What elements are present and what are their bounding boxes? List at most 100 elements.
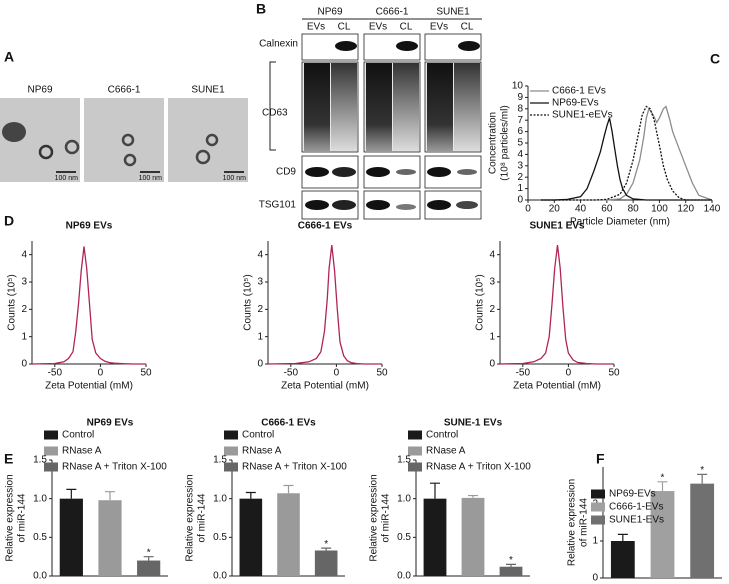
band [427, 200, 451, 210]
y-tick-label: 1 [592, 536, 598, 547]
y-axis-label: of miR-144 [579, 498, 590, 547]
axis [499, 241, 614, 365]
legend-swatch [591, 489, 605, 499]
y-axis-label: Counts (10⁵) [7, 274, 18, 330]
legend-swatch [408, 462, 422, 472]
lane-label: CL [461, 22, 474, 33]
row-label: TSG101 [259, 200, 297, 211]
legend-swatch [591, 515, 605, 525]
x-tick-label: 0 [566, 368, 572, 379]
y-axis-label: Relative expression [369, 474, 380, 561]
y-tick-label: 0 [489, 359, 495, 370]
vesicle [64, 139, 80, 155]
y-tick-label: 3 [517, 160, 523, 171]
error-bar [617, 533, 628, 541]
y-axis-label: (10⁸ particles/ml) [500, 105, 511, 180]
error-bar [468, 494, 478, 498]
x-tick-label: -50 [516, 368, 531, 379]
significance: * [661, 472, 665, 483]
panel-letter: A [4, 49, 14, 65]
bar [610, 541, 635, 578]
y-tick-label: 4 [517, 149, 523, 160]
x-tick-label: -50 [48, 368, 63, 379]
column-label: C666-1 [376, 7, 409, 18]
legend-swatch [44, 446, 58, 456]
bar [690, 483, 715, 578]
y-axis-label: of miR-144 [17, 493, 28, 542]
x-tick-label: 140 [704, 204, 721, 215]
image-label: SUNE1 [191, 85, 225, 96]
panel-letter: E [4, 451, 13, 467]
band [458, 41, 480, 51]
y-tick-label: 0 [517, 195, 523, 206]
y-tick-label: 7 [517, 115, 523, 126]
line [541, 105, 712, 201]
legend-label: SUNE1-eEVs [552, 110, 613, 121]
y-tick-label: 1.5 [397, 455, 411, 466]
panel-b: NP69 C666-1 SUNE1 EVs CL EVs CL EVs CL C… [259, 7, 482, 220]
y-tick-label: 3 [21, 277, 27, 288]
error-bar [283, 484, 294, 494]
x-tick-label: -50 [284, 368, 299, 379]
band [366, 200, 390, 210]
line [499, 245, 614, 365]
bar [423, 498, 447, 576]
error-bar [143, 556, 154, 561]
row-label: CD63 [262, 108, 288, 119]
y-tick-label: 4 [489, 249, 495, 260]
error-bar [321, 547, 332, 551]
image-label: NP69 [27, 85, 52, 96]
band [454, 63, 480, 151]
y-tick-label: 1.0 [33, 493, 47, 504]
bar [277, 493, 300, 576]
y-tick-label: 0.0 [33, 571, 47, 582]
bar [98, 500, 122, 576]
legend-label: C666-1-EVs [609, 502, 663, 513]
legend-label: NP69-EVs [609, 489, 656, 500]
x-tick-label: 50 [608, 368, 620, 379]
x-tick-label: 0 [98, 368, 104, 379]
line [541, 117, 712, 201]
chart-title: C666-1 EVs [298, 221, 353, 232]
legend-swatch [224, 430, 238, 440]
y-tick-label: 0.5 [33, 532, 47, 543]
row-label: CD9 [276, 167, 296, 178]
vesicle [205, 133, 219, 147]
y-tick-label: 1 [517, 183, 523, 194]
x-tick-label: 0 [525, 204, 531, 215]
y-tick-label: 1.5 [33, 455, 47, 466]
y-axis-label: Relative expression [567, 479, 578, 566]
y-axis-label: of miR-144 [197, 493, 208, 542]
bar [314, 550, 338, 576]
y-axis-label: of miR-144 [381, 493, 392, 542]
y-tick-label: 8 [517, 103, 523, 114]
x-tick-label: 50 [376, 368, 388, 379]
x-tick-label: 50 [140, 368, 152, 379]
scale-label: 100 nm [223, 175, 247, 182]
error-bar [430, 482, 440, 499]
bar [137, 560, 161, 576]
y-tick-label: 3 [489, 277, 495, 288]
error-bar [697, 473, 708, 484]
x-tick-label: 80 [628, 204, 640, 215]
chart-title: C666-1 EVs [261, 418, 316, 429]
x-axis-label: Zeta Potential (mM) [281, 381, 369, 392]
x-tick-label: 120 [677, 204, 694, 215]
error-bar [105, 491, 115, 501]
significance: * [509, 555, 513, 566]
band [457, 169, 477, 175]
x-tick-label: 20 [549, 204, 561, 215]
vesicle [121, 133, 135, 147]
y-tick-label: 0 [21, 359, 27, 370]
y-axis-label: Relative expression [5, 474, 16, 561]
column-label: NP69 [317, 7, 342, 18]
y-tick-label: 1.0 [397, 493, 411, 504]
y-tick-label: 9 [517, 92, 523, 103]
significance: * [324, 539, 328, 550]
legend-label: Control [242, 430, 274, 441]
band [456, 201, 478, 209]
y-tick-label: 4 [257, 249, 263, 260]
legend-swatch [408, 430, 422, 440]
legend-label: RNase A + Triton X-100 [242, 462, 347, 473]
